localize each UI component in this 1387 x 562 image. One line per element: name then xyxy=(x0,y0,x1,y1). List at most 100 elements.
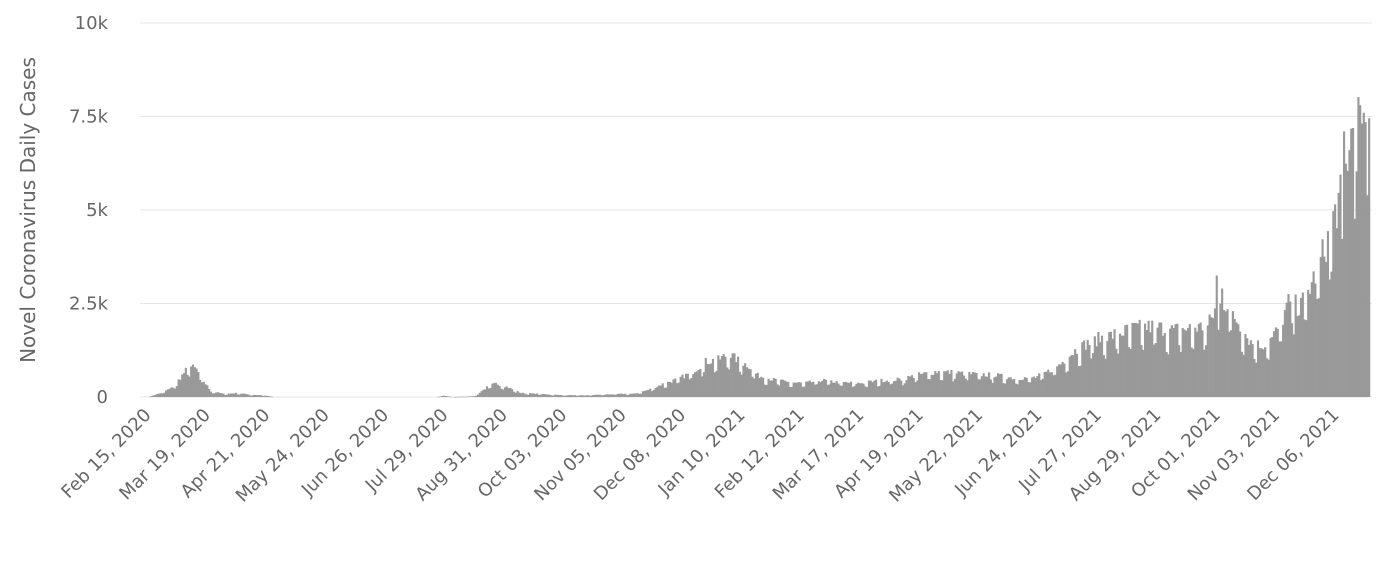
daily-case-bar xyxy=(256,395,259,397)
daily-case-bar xyxy=(1117,353,1120,397)
daily-case-bar xyxy=(200,382,204,397)
daily-case-bar xyxy=(586,395,589,397)
daily-case-bar xyxy=(156,394,159,397)
daily-case-bar xyxy=(1072,355,1075,397)
daily-case-bar xyxy=(971,371,974,397)
daily-case-bar xyxy=(1095,346,1098,397)
y-tick-label: 7.5k xyxy=(69,107,109,128)
daily-case-bar xyxy=(1093,336,1096,397)
daily-case-bar xyxy=(536,393,539,397)
daily-case-bar xyxy=(753,378,756,397)
daily-case-bar xyxy=(1160,322,1163,397)
daily-case-bar xyxy=(518,392,521,397)
daily-case-bar xyxy=(1262,349,1265,397)
daily-case-bar xyxy=(1009,377,1012,397)
daily-case-bar xyxy=(948,373,951,397)
daily-case-bar xyxy=(867,380,871,397)
daily-case-bar xyxy=(1351,128,1355,398)
daily-case-bar xyxy=(955,373,958,397)
daily-case-bar xyxy=(1221,288,1224,397)
daily-case-bar xyxy=(710,363,713,397)
daily-case-bar xyxy=(209,391,212,397)
daily-case-bar xyxy=(986,376,989,397)
daily-case-bar xyxy=(943,371,946,397)
daily-case-bar xyxy=(693,372,697,397)
daily-case-bar xyxy=(1185,330,1188,397)
daily-case-bar xyxy=(663,387,666,397)
daily-case-bar xyxy=(1023,377,1026,397)
daily-case-bar xyxy=(1065,372,1068,397)
daily-case-bar xyxy=(982,373,985,397)
daily-case-bar xyxy=(783,380,786,397)
daily-case-bar xyxy=(736,356,740,397)
daily-case-bar xyxy=(1203,349,1206,397)
daily-case-bar xyxy=(441,396,444,397)
daily-case-bar xyxy=(1265,358,1269,397)
daily-case-bar xyxy=(767,378,770,397)
daily-case-bar xyxy=(849,381,853,397)
daily-case-bar xyxy=(815,384,819,397)
daily-case-bar xyxy=(1005,379,1009,397)
daily-case-bar xyxy=(1048,372,1052,397)
daily-case-bar xyxy=(1120,335,1123,397)
daily-case-bar xyxy=(1084,349,1087,397)
daily-case-bar xyxy=(1301,292,1304,397)
daily-case-bar xyxy=(505,386,508,397)
daily-case-bar xyxy=(801,386,804,397)
daily-case-bar xyxy=(729,357,732,397)
daily-case-bar xyxy=(148,396,152,398)
daily-case-bar xyxy=(208,388,211,397)
daily-case-bar xyxy=(901,385,905,397)
daily-case-bar xyxy=(182,373,186,397)
daily-case-bar xyxy=(921,373,924,397)
daily-case-bar xyxy=(684,373,688,397)
daily-case-bar xyxy=(607,394,611,397)
daily-case-bar xyxy=(579,395,582,397)
daily-case-bar xyxy=(577,395,580,397)
daily-case-bar xyxy=(269,396,272,397)
daily-case-bar xyxy=(170,387,173,397)
daily-case-bar xyxy=(819,382,822,397)
daily-case-bar xyxy=(554,394,557,397)
daily-case-bar xyxy=(672,379,675,397)
daily-case-bar xyxy=(1303,319,1306,397)
daily-case-bar xyxy=(252,394,256,397)
daily-case-bar xyxy=(923,372,926,397)
daily-case-bar xyxy=(1325,262,1328,397)
daily-case-bar xyxy=(494,382,498,397)
daily-case-bar xyxy=(1190,347,1193,397)
daily-case-bar xyxy=(1111,338,1114,397)
daily-case-bar xyxy=(1170,325,1174,397)
daily-case-bar xyxy=(1178,345,1181,397)
daily-case-bar xyxy=(213,393,216,397)
daily-case-bar xyxy=(593,395,596,397)
daily-case-bar xyxy=(1364,122,1367,398)
daily-case-bar xyxy=(1292,334,1295,397)
daily-case-bar xyxy=(231,393,234,397)
daily-case-bar xyxy=(263,395,266,397)
daily-case-bar xyxy=(477,394,480,397)
daily-case-bar xyxy=(1195,331,1199,397)
daily-case-bar xyxy=(900,380,903,397)
daily-case-bar xyxy=(1213,308,1217,397)
daily-case-bar xyxy=(812,381,815,397)
daily-case-bar xyxy=(799,382,802,397)
daily-case-bar xyxy=(1174,324,1177,397)
daily-case-bar xyxy=(650,391,654,397)
daily-case-bar xyxy=(466,396,469,398)
daily-case-bar xyxy=(1355,171,1358,397)
daily-case-bar xyxy=(572,395,575,397)
daily-case-bar xyxy=(772,377,775,397)
daily-case-bar xyxy=(887,382,890,397)
daily-case-bar xyxy=(787,381,790,397)
daily-case-bar xyxy=(1244,333,1247,397)
daily-case-bar xyxy=(455,396,458,398)
daily-case-bar xyxy=(1165,352,1168,397)
daily-case-bar xyxy=(482,389,485,397)
daily-case-bar xyxy=(561,395,564,397)
daily-case-bar xyxy=(636,393,639,397)
daily-case-bar xyxy=(794,382,797,397)
daily-case-bar xyxy=(484,389,487,397)
daily-case-bar xyxy=(1307,289,1310,397)
daily-case-bar xyxy=(1294,294,1297,397)
